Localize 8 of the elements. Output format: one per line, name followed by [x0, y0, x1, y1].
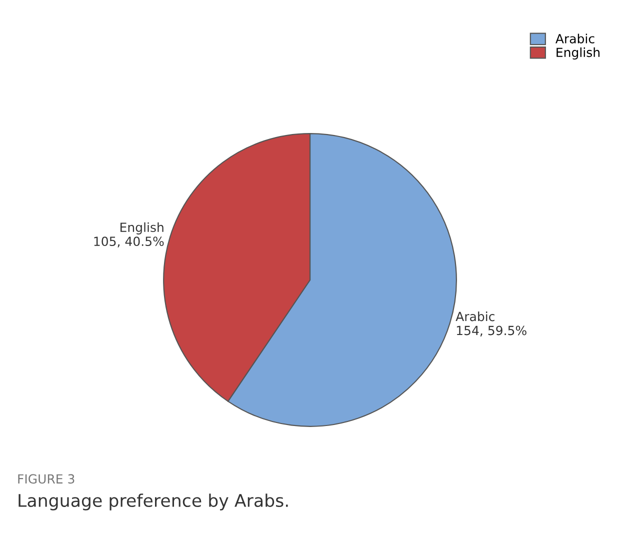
- data-label: 154, 59.5%: [456, 326, 526, 336]
- legend-label: English: [556, 47, 600, 60]
- slice-label: Arabic: [456, 312, 494, 322]
- legend-label: Arabic: [556, 34, 594, 44]
- caption: FIGURE 3: [18, 474, 74, 484]
- data-label: 105, 40.5%: [94, 236, 164, 248]
- text: Language preference by Arabs.: [18, 494, 288, 510]
- slice-label: English: [120, 222, 164, 234]
